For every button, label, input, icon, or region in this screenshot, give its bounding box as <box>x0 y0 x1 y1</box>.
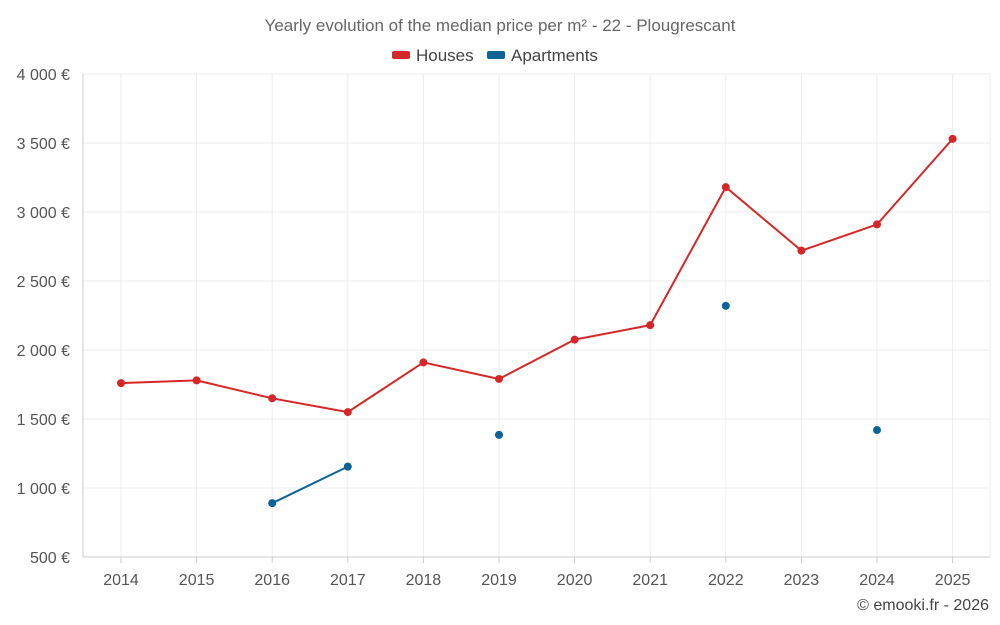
series-houses <box>117 134 957 417</box>
legend-swatch-houses <box>392 51 410 59</box>
x-tick-label-2024: 2024 <box>859 572 895 589</box>
y-tick-label-3500: 3 500 € <box>17 136 70 153</box>
data-point-houses-2025 <box>948 134 957 143</box>
data-point-houses-2018 <box>419 358 428 367</box>
x-tick-label-2017: 2017 <box>330 572 366 589</box>
chart-credit: © emooki.fr - 2026 <box>857 597 989 614</box>
data-point-houses-2024 <box>873 220 881 229</box>
data-point-houses-2020 <box>570 335 579 344</box>
series-line-apartments-0 <box>271 465 349 505</box>
legend: Houses Apartments <box>392 46 598 65</box>
series-apartments <box>268 301 881 508</box>
x-tick-label-2015: 2015 <box>179 572 215 589</box>
data-point-apartments-2022 <box>721 301 730 310</box>
data-point-houses-2014 <box>117 379 125 388</box>
series-layer <box>117 134 957 508</box>
y-tick-label-2000: 2 000 € <box>17 343 70 360</box>
x-tick-label-2016: 2016 <box>254 572 290 589</box>
data-point-apartments-2024 <box>873 426 881 435</box>
x-tick-label-2023: 2023 <box>784 572 820 589</box>
legend-item-apartments[interactable]: Apartments <box>487 46 598 65</box>
y-tick-label-1500: 1 500 € <box>17 412 70 429</box>
y-tick-label-4000: 4 000 € <box>17 67 70 84</box>
legend-swatch-apartments <box>487 51 505 59</box>
data-point-houses-2022 <box>721 183 730 192</box>
data-point-apartments-2016 <box>268 499 277 508</box>
x-axis: 2014 2015 2016 2017 2018 2019 2020 2021 2022 2023… <box>83 556 990 589</box>
x-tick-label-2019: 2019 <box>481 572 517 589</box>
legend-item-houses[interactable]: Houses <box>392 46 474 65</box>
data-point-houses-2023 <box>797 246 806 255</box>
x-tick-label-2020: 2020 <box>557 572 593 589</box>
data-point-apartments-2019 <box>495 430 503 439</box>
chart-title: Yearly evolution of the median price per… <box>265 16 736 35</box>
x-tick-label-2014: 2014 <box>103 572 139 589</box>
data-point-houses-2021 <box>646 321 655 330</box>
data-point-houses-2017 <box>343 408 352 417</box>
y-tick-label-3000: 3 000 € <box>17 205 70 222</box>
series-line-houses-0 <box>120 137 954 414</box>
data-point-apartments-2017 <box>343 462 352 471</box>
y-tick-label-2500: 2 500 € <box>17 274 70 291</box>
data-point-houses-2019 <box>495 374 503 383</box>
gridlines <box>83 73 991 558</box>
y-axis: 500 € 1 000 € 1 500 € 2 000 € 2 500 € 3 000 €… <box>17 67 84 567</box>
data-point-houses-2016 <box>268 394 277 403</box>
legend-label-houses: Houses <box>416 46 474 65</box>
legend-label-apartments: Apartments <box>511 46 598 65</box>
x-tick-label-2018: 2018 <box>406 572 442 589</box>
y-tick-label-500: 500 € <box>30 550 70 567</box>
data-point-houses-2015 <box>192 376 201 385</box>
x-tick-label-2021: 2021 <box>632 572 668 589</box>
x-tick-label-2025: 2025 <box>935 572 971 589</box>
y-tick-label-1000: 1 000 € <box>17 481 70 498</box>
x-tick-label-2022: 2022 <box>708 572 744 589</box>
